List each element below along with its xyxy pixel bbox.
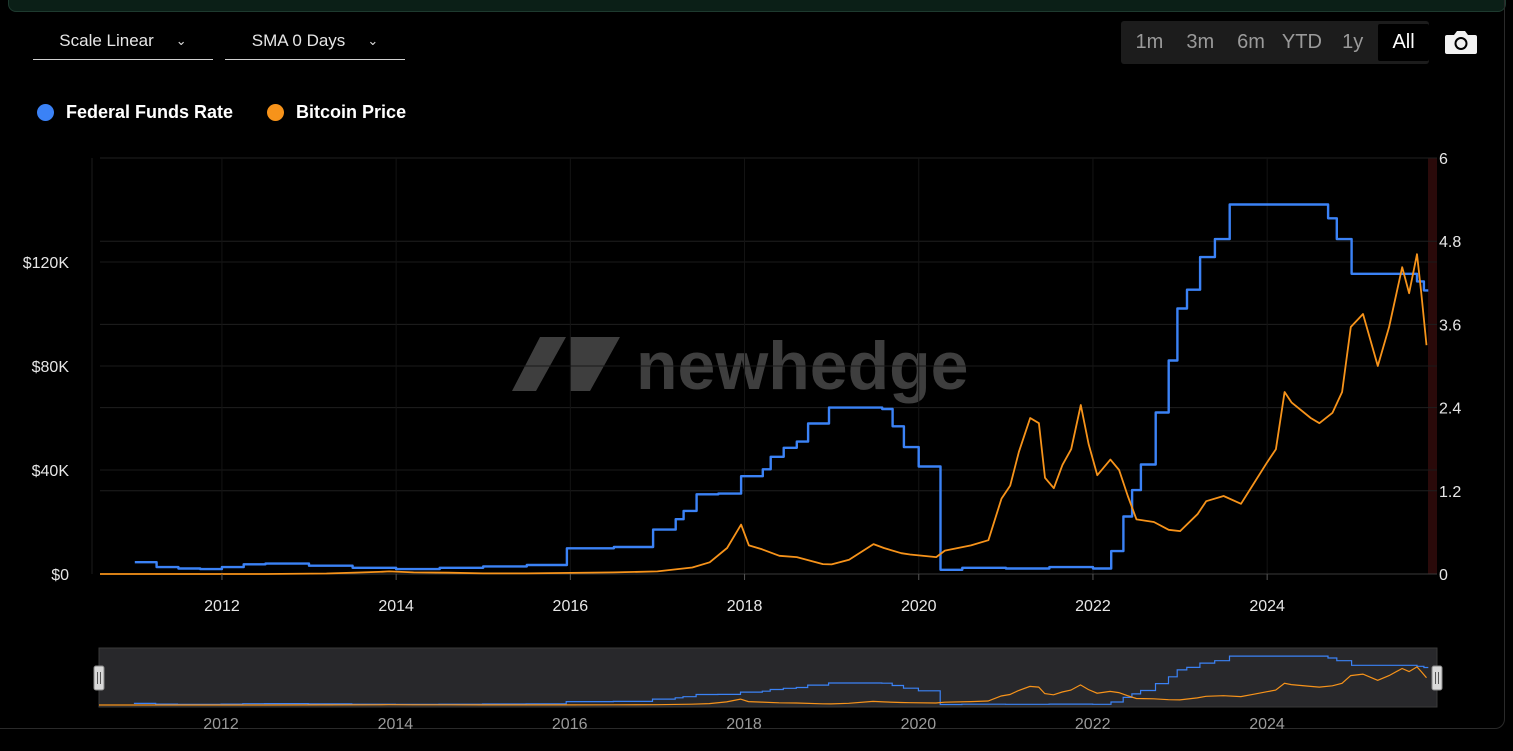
sma-dropdown-label: SMA 0 Days (251, 30, 346, 50)
chart-legend: Federal Funds Rate Bitcoin Price (37, 102, 440, 123)
y-left-tick-label: $40K (32, 463, 70, 480)
camera-icon[interactable] (1443, 27, 1479, 57)
x-tick-label: 2014 (378, 598, 414, 615)
x-tick-label: 2016 (553, 598, 589, 615)
legend-label-btc: Bitcoin Price (296, 102, 407, 122)
navigator-selection (98, 647, 1438, 708)
y-left-tick-label: $80K (32, 359, 70, 376)
time-range-selector: 1m 3m 6m YTD 1y All (1121, 21, 1429, 64)
chevron-down-icon: ⌄ (175, 32, 187, 48)
chart-card (0, 0, 1505, 729)
chart-series (100, 203, 1429, 575)
y-left-tick-label: $0 (51, 567, 69, 584)
x-tick-label: 2012 (204, 598, 240, 615)
navigator-background (99, 648, 1437, 707)
y-right-tick-label: 2.4 (1439, 401, 1461, 418)
y-right-tick-label: 4.8 (1439, 234, 1461, 251)
y-right-tick-label: 6 (1439, 151, 1448, 168)
navigator-tick-label: 2016 (552, 716, 588, 733)
range-all-button[interactable]: All (1378, 24, 1429, 61)
y-right-tick-label: 1.2 (1439, 484, 1461, 501)
chart-axes: $0 $40K $80K $120K 0 1.2 2.4 3.6 4.8 6 2012 2014 201… (23, 151, 1462, 615)
navigator-tick-label: 2020 (901, 716, 937, 733)
navigator-handle-left[interactable] (93, 665, 105, 691)
watermark-logo-shape (570, 337, 620, 391)
watermark-logo-shape (512, 337, 566, 391)
y-right-tick-label: 0 (1439, 567, 1448, 584)
sma-dropdown[interactable]: SMA 0 Days ⌄ (225, 22, 405, 60)
range-6m-button[interactable]: 6m (1237, 31, 1265, 53)
legend-item-btc[interactable]: Bitcoin Price (267, 102, 406, 123)
x-tick-label: 2020 (901, 598, 937, 615)
handle-grip (1431, 665, 1443, 691)
scale-dropdown[interactable]: Scale Linear ⌄ (33, 22, 213, 60)
legend-item-fed[interactable]: Federal Funds Rate (37, 102, 233, 123)
y-left-tick-label: $120K (23, 255, 70, 272)
navigator-tick-label: 2014 (378, 716, 414, 733)
navigator-tick-label: 2018 (726, 716, 762, 733)
range-navigator[interactable]: 2012 2014 2016 2018 2020 2022 2024 (93, 647, 1443, 733)
legend-dot-fed (37, 104, 54, 121)
handle-grip (93, 665, 105, 691)
navigator-tick-label: 2012 (203, 716, 239, 733)
chevron-down-icon: ⌄ (367, 32, 379, 48)
legend-dot-btc (267, 104, 285, 121)
fed-funds-rate-line (134, 203, 1429, 571)
navigator-handle-right[interactable] (1431, 665, 1443, 691)
navigator-btc-line (99, 666, 1427, 706)
bitcoin-price-line (100, 253, 1428, 575)
range-ytd-button[interactable]: YTD (1281, 31, 1322, 53)
navigator-tick-label: 2024 (1249, 716, 1285, 733)
x-tick-label: 2024 (1249, 598, 1285, 615)
x-tick-label: 2022 (1075, 598, 1111, 615)
range-1y-button[interactable]: 1y (1342, 31, 1364, 53)
chart-grid (91, 157, 1437, 575)
navigator-tick-label: 2022 (1075, 716, 1111, 733)
range-3m-button[interactable]: 3m (1186, 31, 1215, 53)
legend-label-fed: Federal Funds Rate (66, 102, 234, 122)
scale-dropdown-label: Scale Linear (59, 30, 154, 50)
range-1m-button[interactable]: 1m (1135, 31, 1164, 53)
y-right-tick-label: 3.6 (1439, 317, 1461, 334)
x-tick-label: 2018 (727, 598, 763, 615)
